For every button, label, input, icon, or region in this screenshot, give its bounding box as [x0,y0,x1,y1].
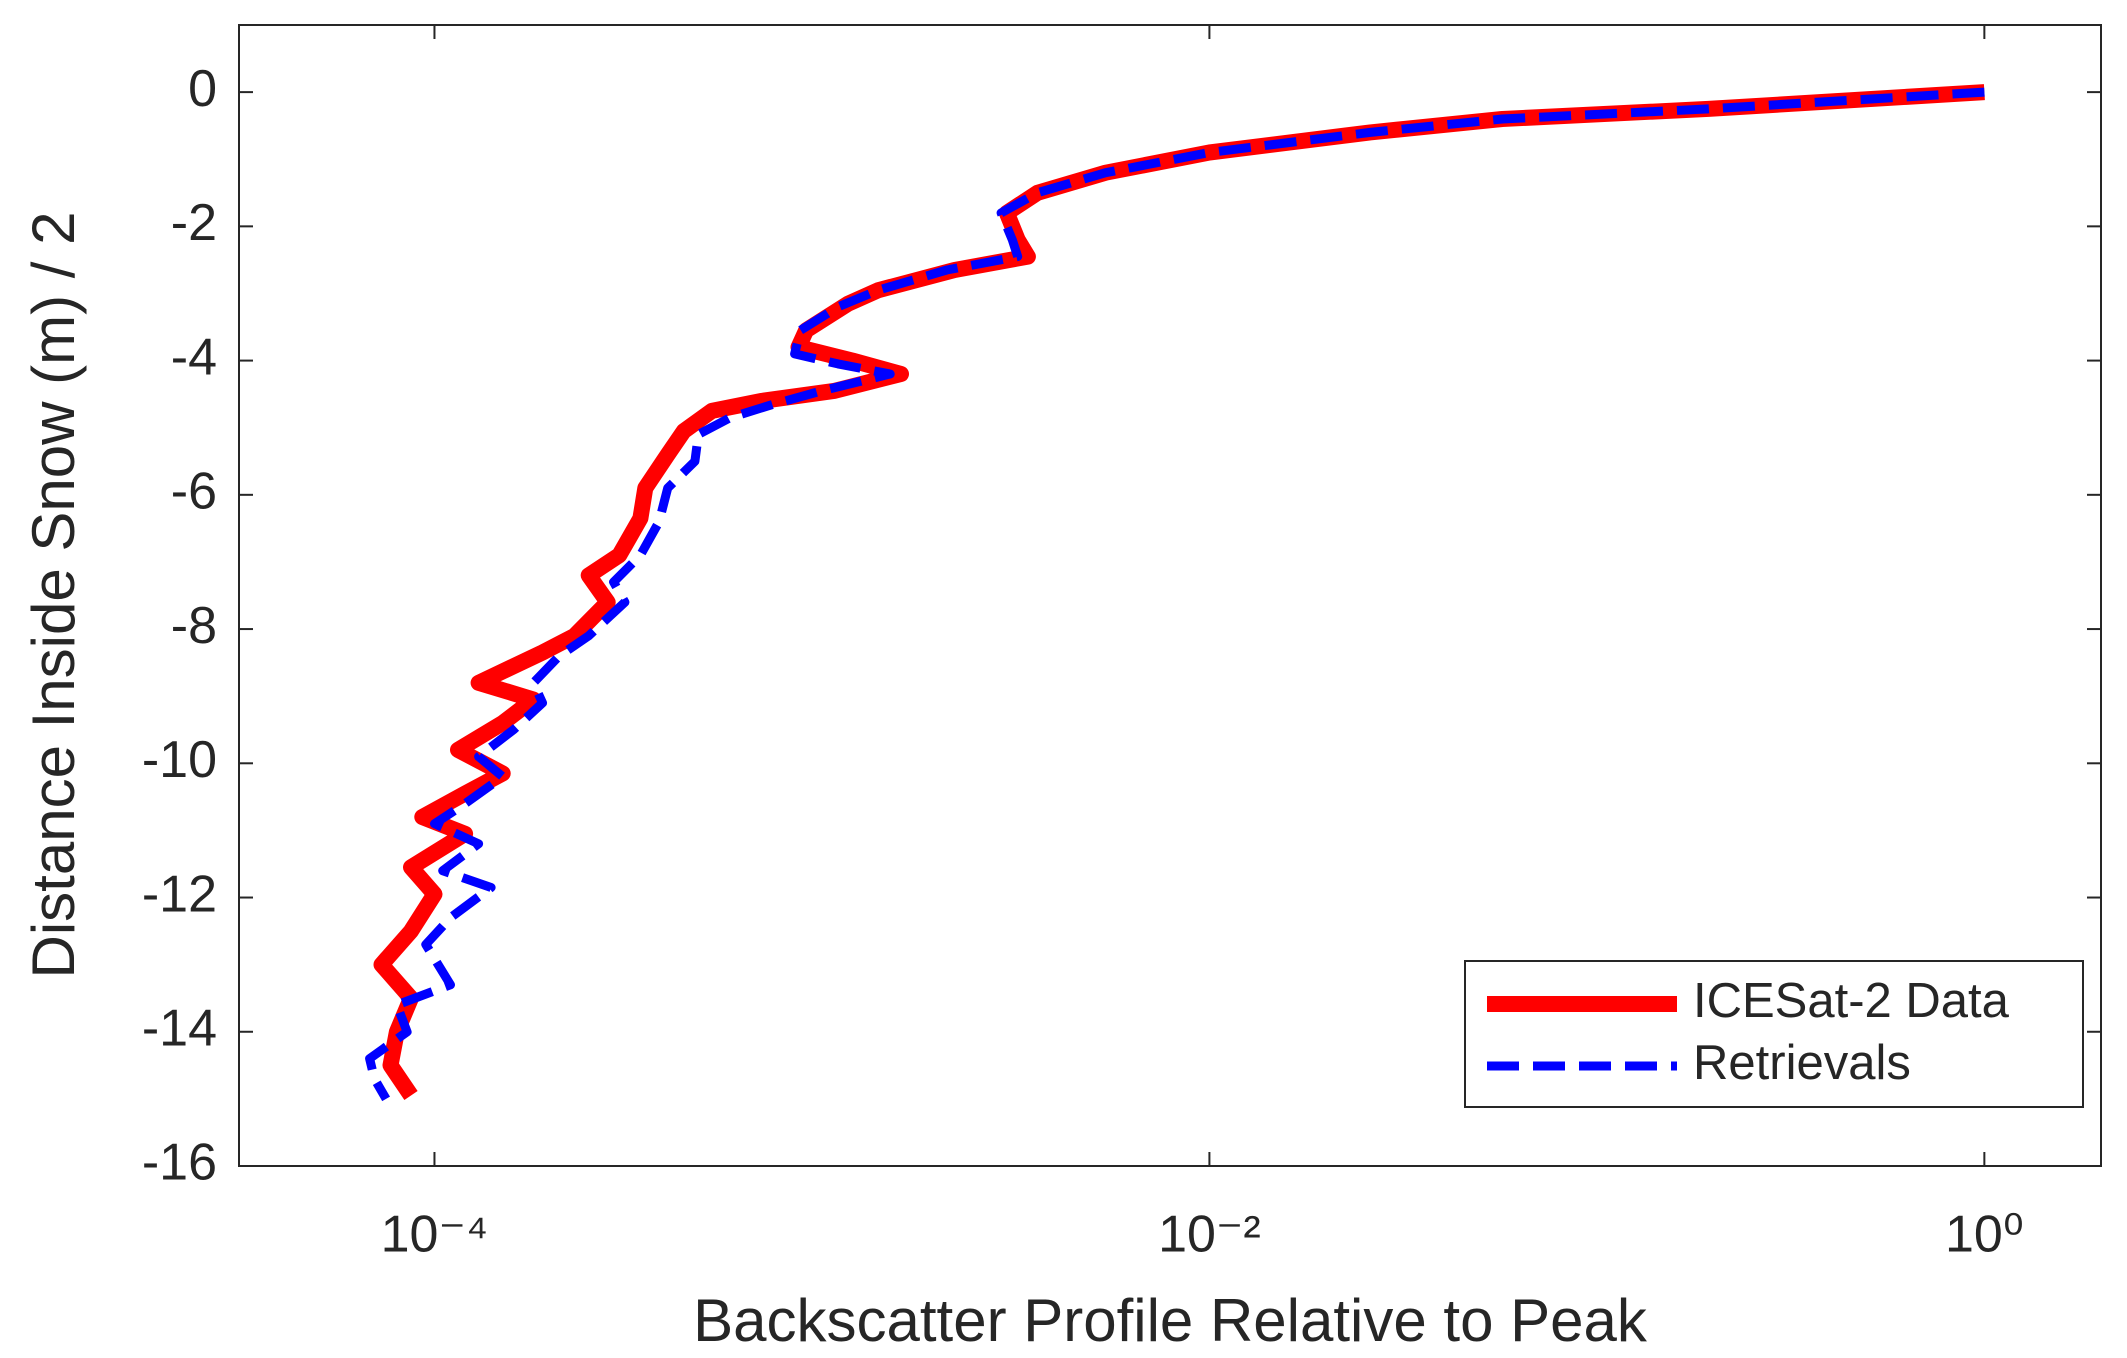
y-axis-label: Distance Inside Snow (m) / 2 [20,212,87,979]
y-tick-label: -10 [142,731,217,789]
x-tick-label: 10⁰ [1945,1206,2024,1264]
x-tick-label: 10⁻² [1158,1206,1261,1264]
x-tick-label: 10⁻⁴ [381,1206,489,1264]
legend-label: Retrievals [1693,1036,1911,1090]
legend-label: ICESat-2 Data [1693,974,2010,1028]
data-line [365,87,1985,1102]
y-tick-label: -8 [171,597,217,655]
legend-box [1464,960,2084,1108]
y-tick-label: 0 [188,60,217,118]
y-tick-label: -6 [171,463,217,521]
y-tick-label: -2 [171,194,217,252]
y-tick-label: -4 [171,328,217,386]
y-tick-label: -12 [142,865,217,923]
data-line [373,84,1985,1100]
y-tick-label: -16 [142,1134,217,1192]
x-axis-label: Backscatter Profile Relative to Peak [693,1287,1648,1354]
y-tick-label: -14 [142,999,217,1057]
